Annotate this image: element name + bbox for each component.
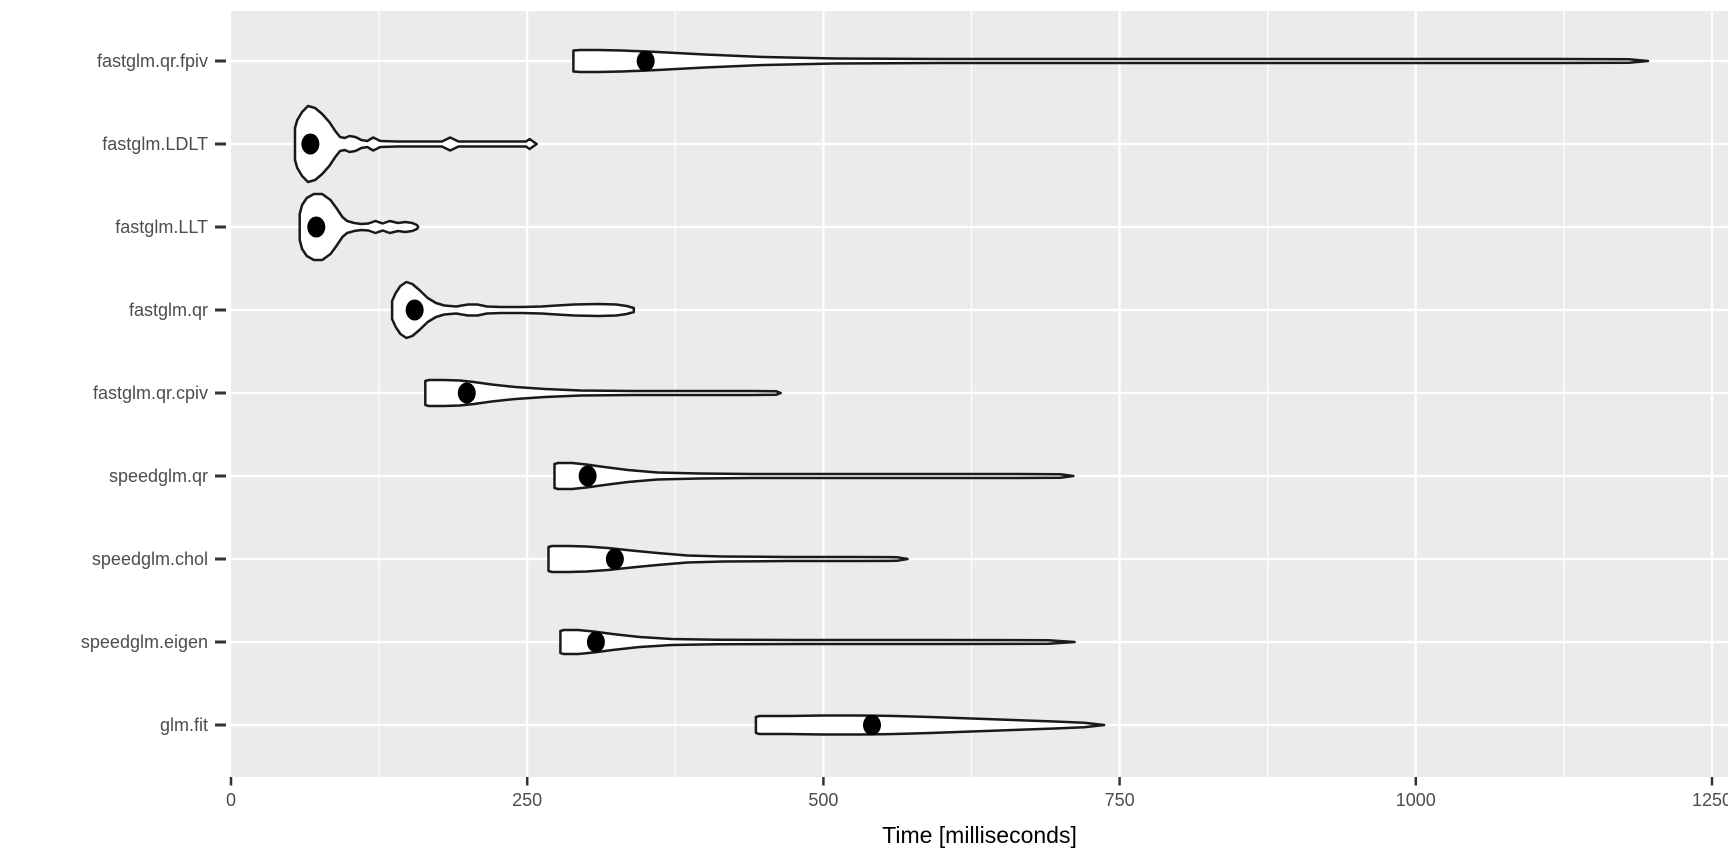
- y-axis-label-fastglm.qr: fastglm.qr: [128, 300, 208, 320]
- y-axis-label-glm.fit: glm.fit: [159, 715, 208, 735]
- median-point-fastglm.LDLT: [301, 133, 320, 155]
- violin-speedglm.eigen: [559, 628, 1076, 656]
- median-point-speedglm.qr: [578, 465, 597, 487]
- x-axis-tick-label-250: 250: [512, 790, 543, 810]
- y-axis-label-fastglm.LLT: fastglm.LLT: [115, 217, 208, 237]
- median-point-glm.fit: [862, 714, 881, 736]
- violin-speedglm.chol: [547, 544, 909, 574]
- y-axis-label-speedglm.qr: speedglm.qr: [108, 466, 208, 486]
- median-point-fastglm.LLT: [307, 216, 326, 238]
- y-axis-label-fastglm.qr.fpiv: fastglm.qr.fpiv: [96, 51, 208, 71]
- median-point-fastglm.qr.cpiv: [457, 382, 476, 404]
- x-axis-tick-label-1000: 1000: [1395, 790, 1436, 810]
- median-point-fastglm.qr: [405, 299, 424, 321]
- violin-speedglm.qr: [553, 461, 1075, 491]
- x-axis-title: Time [milliseconds]: [882, 822, 1077, 848]
- violin-fastglm.LLT: [298, 192, 420, 262]
- violin-fastglm.qr.cpiv: [424, 378, 782, 408]
- x-axis-tick-label-0: 0: [225, 790, 237, 810]
- median-point-speedglm.eigen: [586, 631, 605, 653]
- violin-fastglm.qr.fpiv: [572, 48, 1650, 74]
- violin-glm.fit: [754, 714, 1106, 736]
- x-axis-tick-label-750: 750: [1104, 790, 1135, 810]
- median-point-speedglm.chol: [605, 548, 624, 570]
- y-axis-label-fastglm.qr.cpiv: fastglm.qr.cpiv: [92, 383, 208, 403]
- violin-fastglm.qr: [390, 280, 636, 340]
- y-axis-label-speedglm.eigen: speedglm.eigen: [80, 632, 208, 652]
- violin-fastglm.LDLT: [293, 104, 538, 184]
- median-point-fastglm.qr.fpiv: [636, 50, 655, 72]
- y-axis-label-fastglm.LDLT: fastglm.LDLT: [102, 134, 208, 154]
- x-axis-tick-label-1250: 1250: [1691, 790, 1728, 810]
- x-axis-tick-label-500: 500: [808, 790, 839, 810]
- y-axis-label-speedglm.chol: speedglm.chol: [91, 549, 208, 569]
